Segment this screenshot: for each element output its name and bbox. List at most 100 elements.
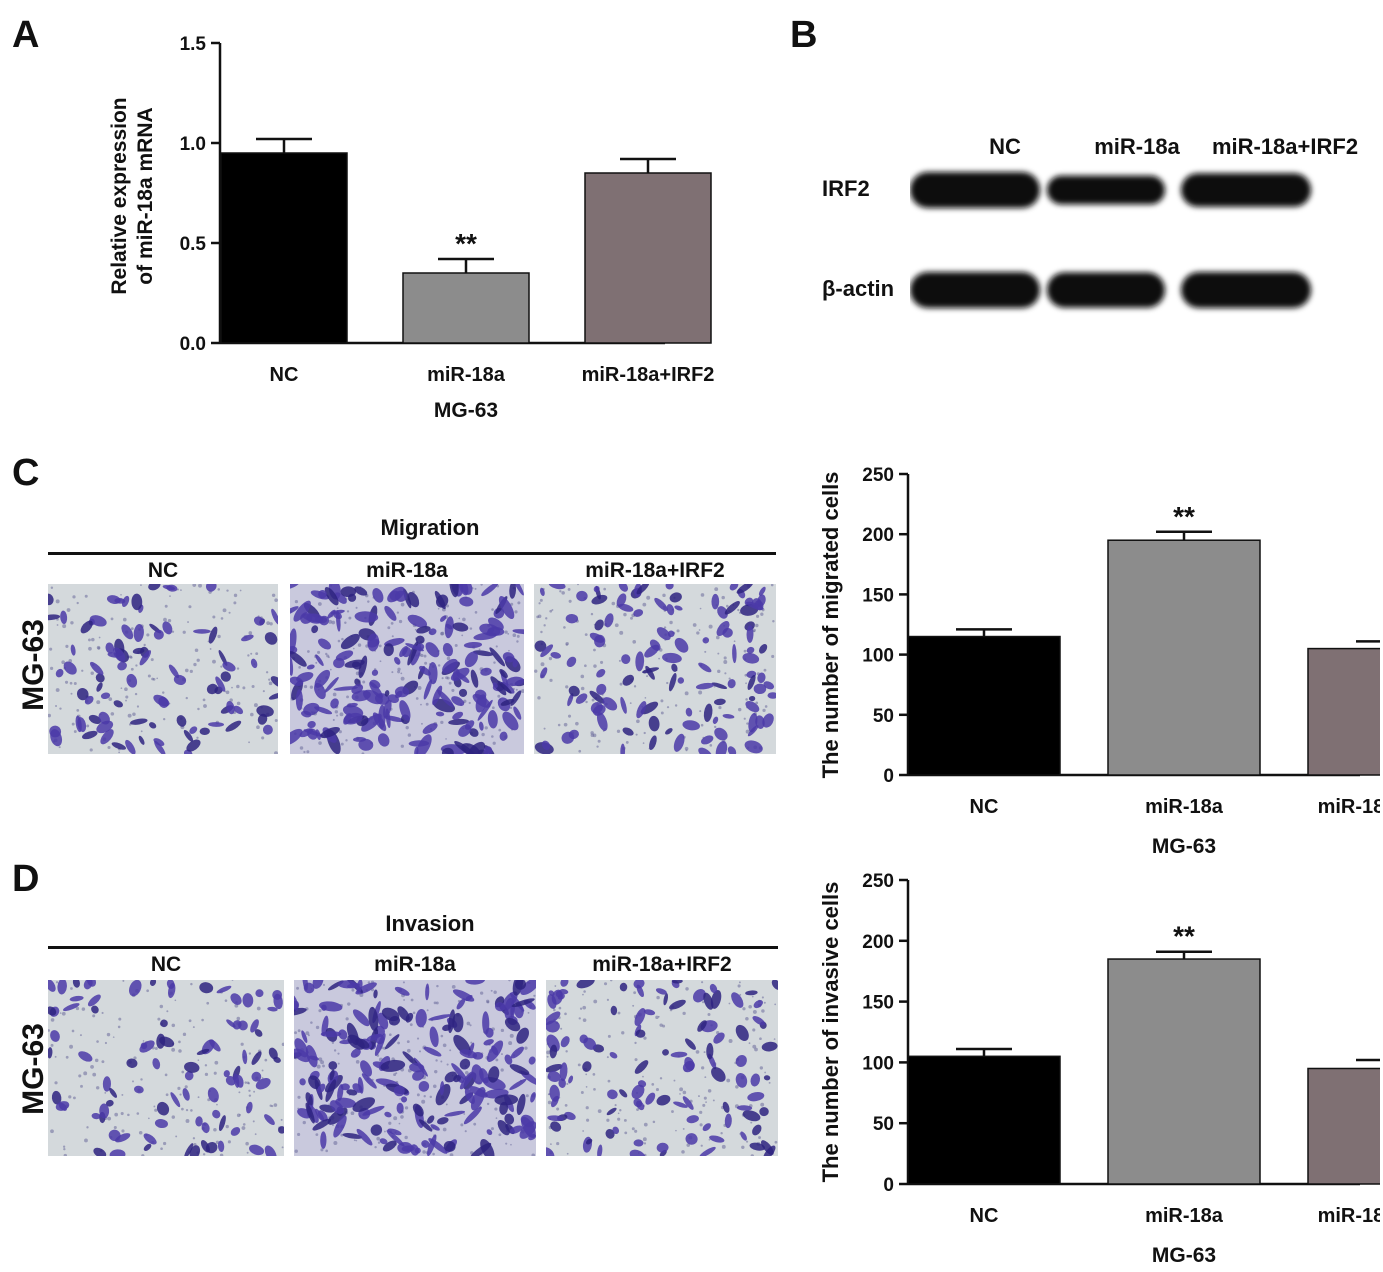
stained-cell <box>422 723 438 734</box>
stained-cell <box>70 644 76 656</box>
pore-dot <box>307 650 310 653</box>
pore-dot <box>104 1041 108 1045</box>
stained-cell <box>488 1066 500 1083</box>
pore-dot <box>657 1015 660 1018</box>
pore-dot <box>491 608 494 611</box>
pore-dot <box>389 1033 392 1037</box>
pore-dot <box>108 697 113 701</box>
pore-dot <box>271 593 276 598</box>
pore-dot <box>636 719 640 724</box>
stained-cell <box>449 584 459 598</box>
pore-dot <box>550 1143 552 1146</box>
pore-dot <box>348 616 352 620</box>
pore-dot <box>478 648 481 651</box>
pore-dot <box>355 606 358 609</box>
stained-cell <box>583 1037 597 1050</box>
stained-cell <box>302 613 322 623</box>
stained-cell <box>121 624 134 640</box>
pore-dot <box>48 1029 50 1032</box>
pore-dot <box>593 1087 596 1091</box>
pore-dot <box>350 1111 355 1116</box>
pore-dot <box>440 632 444 636</box>
stained-cell <box>168 664 180 679</box>
pore-dot <box>337 1052 340 1055</box>
migration-label-nc: NC <box>147 559 179 582</box>
stained-cells-image <box>546 980 778 1156</box>
stained-cell <box>465 994 473 1002</box>
stained-cell <box>674 605 683 611</box>
pore-dot <box>262 690 265 693</box>
pore-dot <box>121 1093 124 1096</box>
pore-dot <box>491 706 495 710</box>
stained-cell <box>418 1119 433 1132</box>
pore-dot <box>597 1109 602 1114</box>
pore-dot <box>563 626 566 629</box>
stained-cell <box>416 626 431 634</box>
pore-dot <box>280 1118 283 1121</box>
stained-cell <box>673 733 685 752</box>
pore-dot <box>146 633 150 637</box>
stained-cell <box>435 594 449 608</box>
pore-dot <box>585 1073 588 1076</box>
stained-cell <box>158 696 169 708</box>
stained-cell <box>149 722 157 729</box>
pore-dot <box>118 751 121 754</box>
stained-cell <box>160 1019 168 1028</box>
stained-cell <box>388 1015 401 1026</box>
stained-cell <box>685 707 693 717</box>
pore-dot <box>593 999 598 1004</box>
stained-cell <box>48 1047 53 1059</box>
pore-dot <box>774 1140 778 1144</box>
stained-cell <box>49 725 62 738</box>
stained-cell <box>753 999 763 1009</box>
pore-dot <box>745 698 748 701</box>
stained-cell <box>230 993 242 1005</box>
pore-dot <box>188 1019 192 1023</box>
stained-cell <box>451 696 465 707</box>
pore-dot <box>86 1126 89 1129</box>
pore-dot <box>50 666 54 670</box>
pore-dot <box>560 1027 563 1030</box>
stained-cell <box>685 1038 696 1050</box>
pore-dot <box>113 1126 117 1130</box>
stained-cell <box>671 980 683 984</box>
pore-dot <box>296 986 300 990</box>
pore-dot <box>107 1116 112 1121</box>
stained-cell <box>350 1048 361 1058</box>
pore-dot <box>340 742 344 746</box>
stained-cell <box>633 980 645 989</box>
pore-dot <box>58 746 61 749</box>
stained-cell <box>732 643 737 664</box>
stained-cell <box>464 720 475 730</box>
stained-cell <box>763 1145 776 1156</box>
pore-dot <box>337 1062 340 1065</box>
stained-cell <box>551 1095 559 1108</box>
stained-cell <box>512 659 518 668</box>
pore-dot <box>606 1118 610 1122</box>
pore-dot <box>762 708 766 712</box>
stained-cell <box>747 1092 765 1102</box>
pore-dot <box>606 998 610 1001</box>
pore-dot <box>184 1085 188 1089</box>
stained-cell <box>497 1120 510 1136</box>
stained-cell <box>62 1003 80 1012</box>
stained-cell <box>186 739 201 752</box>
stained-cell <box>622 674 635 686</box>
stained-cell <box>346 702 358 708</box>
stained-cell <box>714 727 728 741</box>
stained-cell <box>91 1005 99 1014</box>
pore-dot <box>122 617 127 622</box>
pore-dot <box>140 584 142 587</box>
pore-dot <box>185 696 188 700</box>
pore-dot <box>556 1107 560 1111</box>
pore-dot <box>136 705 140 708</box>
pore-dot <box>245 1141 249 1146</box>
pore-dot <box>633 991 637 995</box>
stained-cell <box>458 688 468 697</box>
pore-dot <box>464 1070 469 1075</box>
stained-cell <box>735 1055 747 1068</box>
stained-cell <box>502 711 519 731</box>
stained-cell <box>509 1064 530 1076</box>
stained-cell <box>48 614 61 621</box>
pore-dot <box>393 1116 398 1121</box>
